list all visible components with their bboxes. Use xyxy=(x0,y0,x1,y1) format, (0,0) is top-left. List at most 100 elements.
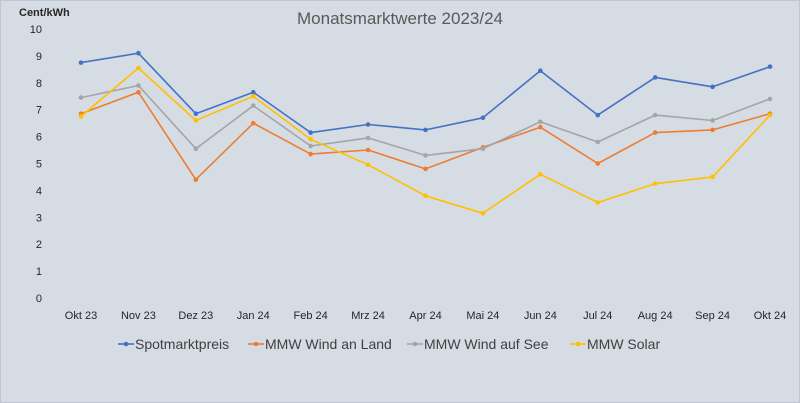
data-point xyxy=(308,143,313,149)
data-point xyxy=(652,130,658,135)
y-tick-label: 4 xyxy=(36,185,42,197)
data-point xyxy=(652,181,658,186)
data-point xyxy=(710,174,715,180)
data-point xyxy=(365,147,371,153)
data-point xyxy=(308,136,313,142)
data-point xyxy=(423,127,428,133)
x-tick-label: Aug 24 xyxy=(638,310,673,322)
series-spotmarktpreis xyxy=(78,50,773,135)
data-point xyxy=(365,135,371,141)
legend: Spotmarktpreis MMW Wind an Land MMW Wind a… xyxy=(118,336,660,352)
y-tick-label: 0 xyxy=(36,293,42,305)
data-point xyxy=(538,68,543,73)
series-mmw-wind-an-land xyxy=(78,89,773,182)
data-point xyxy=(767,96,773,102)
x-tick-label: Jan 24 xyxy=(237,310,270,322)
x-tick-label: Okt 23 xyxy=(65,310,97,322)
data-point xyxy=(595,200,601,205)
data-point xyxy=(595,139,601,145)
data-point xyxy=(308,151,313,157)
y-tick-label: 3 xyxy=(36,212,42,224)
data-point xyxy=(308,130,313,135)
data-point xyxy=(710,118,715,123)
data-point xyxy=(250,89,256,95)
data-point xyxy=(365,162,371,168)
data-point xyxy=(136,65,141,71)
legend-item-mmw-wind-an-land: MMW Wind an Land xyxy=(248,336,392,352)
legend-label: MMW Wind auf See xyxy=(424,336,549,352)
x-tick-label: Apr 24 xyxy=(409,310,441,322)
legend-label: MMW Wind an Land xyxy=(265,336,392,352)
data-point xyxy=(193,146,199,152)
data-point xyxy=(710,127,715,133)
data-point xyxy=(538,171,543,177)
x-axis: Okt 23 Nov 23 Dez 23 Jan 24 Feb 24 Mrz 24 Apr … xyxy=(65,310,786,322)
data-point xyxy=(767,112,773,118)
legend-item-spotmarktpreis: Spotmarktpreis xyxy=(118,336,229,352)
data-point xyxy=(78,114,84,119)
legend-item-mmw-wind-auf-see: MMW Wind auf See xyxy=(407,336,549,352)
y-tick-label: 10 xyxy=(30,24,42,36)
data-point xyxy=(595,112,601,118)
data-point xyxy=(652,112,658,118)
y-tick-label: 9 xyxy=(36,51,42,63)
chart-title: Monatsmarktwerte 2023/24 xyxy=(297,9,503,28)
legend-item-mmw-solar: MMW Solar xyxy=(570,336,660,352)
series-layer xyxy=(78,50,773,216)
legend-label: MMW Solar xyxy=(587,336,660,352)
data-point xyxy=(538,124,543,130)
y-tick-label: 6 xyxy=(36,132,42,144)
data-point xyxy=(250,120,256,126)
data-point xyxy=(250,103,256,108)
x-tick-label: Jul 24 xyxy=(583,310,612,322)
data-point xyxy=(710,84,715,90)
data-point xyxy=(193,118,199,123)
data-point xyxy=(250,93,256,99)
legend-swatch-marker xyxy=(123,341,129,347)
series-mmw-wind-auf-see xyxy=(78,83,773,158)
data-point xyxy=(365,122,371,127)
data-point xyxy=(136,83,141,88)
data-point xyxy=(136,50,141,56)
x-tick-label: Mai 24 xyxy=(466,310,499,322)
y-axis-unit-label: Cent/kWh xyxy=(19,7,70,19)
data-point xyxy=(193,111,199,117)
x-tick-label: Dez 23 xyxy=(178,310,213,322)
data-point xyxy=(78,60,84,65)
legend-swatch-marker xyxy=(575,341,581,347)
series-line xyxy=(80,52,771,134)
data-point xyxy=(423,166,428,172)
y-tick-label: 2 xyxy=(36,239,42,251)
x-tick-label: Feb 24 xyxy=(294,310,328,322)
data-point xyxy=(423,153,428,158)
series-line xyxy=(80,84,771,157)
data-point xyxy=(136,89,141,95)
x-tick-label: Nov 23 xyxy=(121,310,156,322)
x-tick-label: Mrz 24 xyxy=(351,310,385,322)
data-point xyxy=(652,75,658,80)
data-point xyxy=(480,115,486,121)
data-point xyxy=(480,210,486,216)
legend-swatch-marker xyxy=(253,341,259,347)
y-tick-label: 1 xyxy=(36,266,42,278)
legend-swatch-marker xyxy=(412,341,418,347)
legend-label: Spotmarktpreis xyxy=(135,336,229,352)
y-axis: 0 1 2 3 4 5 6 7 8 9 10 xyxy=(30,24,42,305)
y-tick-label: 8 xyxy=(36,78,42,90)
data-point xyxy=(595,161,601,166)
series-mmw-solar xyxy=(78,65,773,216)
data-point xyxy=(78,95,84,100)
y-tick-label: 5 xyxy=(36,159,42,171)
series-line xyxy=(80,67,771,215)
data-point xyxy=(193,177,199,182)
data-point xyxy=(423,193,428,199)
x-tick-label: Jun 24 xyxy=(524,310,557,322)
x-tick-label: Sep 24 xyxy=(695,310,730,322)
data-point xyxy=(538,119,543,125)
data-point xyxy=(480,146,486,152)
data-point xyxy=(767,64,773,69)
y-tick-label: 7 xyxy=(36,105,42,117)
x-tick-label: Okt 24 xyxy=(754,310,786,322)
